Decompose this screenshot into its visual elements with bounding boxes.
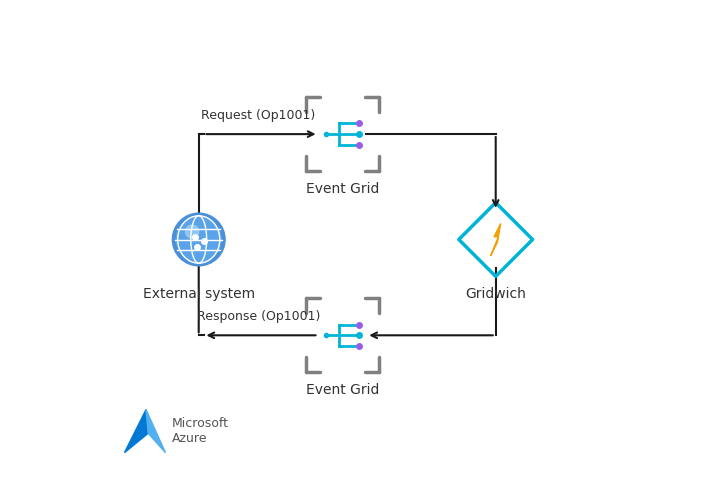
Text: Event Grid: Event Grid [306,182,379,196]
Text: Event Grid: Event Grid [306,383,379,397]
Circle shape [176,217,221,262]
Circle shape [172,213,225,266]
Polygon shape [125,410,148,453]
Text: Gridwich: Gridwich [465,287,526,301]
Text: Request (Op1001): Request (Op1001) [201,109,315,122]
Polygon shape [491,223,501,256]
Text: Microsoft
Azure: Microsoft Azure [172,417,229,445]
Polygon shape [146,410,165,453]
Circle shape [186,225,199,238]
Text: External system: External system [143,287,255,301]
Text: Response (Op1001): Response (Op1001) [197,310,320,323]
